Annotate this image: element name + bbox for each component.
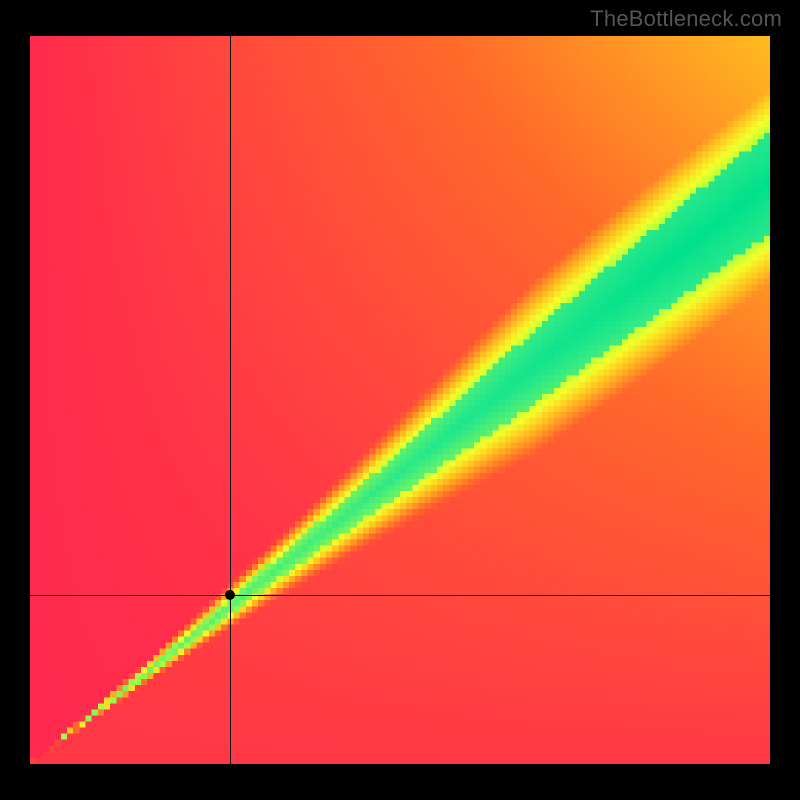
crosshair-horizontal	[30, 595, 770, 596]
watermark-text: TheBottleneck.com	[590, 6, 782, 32]
crosshair-vertical	[230, 36, 231, 764]
bottleneck-heatmap	[30, 36, 770, 764]
plot-area	[30, 36, 770, 764]
current-config-marker	[225, 590, 235, 600]
